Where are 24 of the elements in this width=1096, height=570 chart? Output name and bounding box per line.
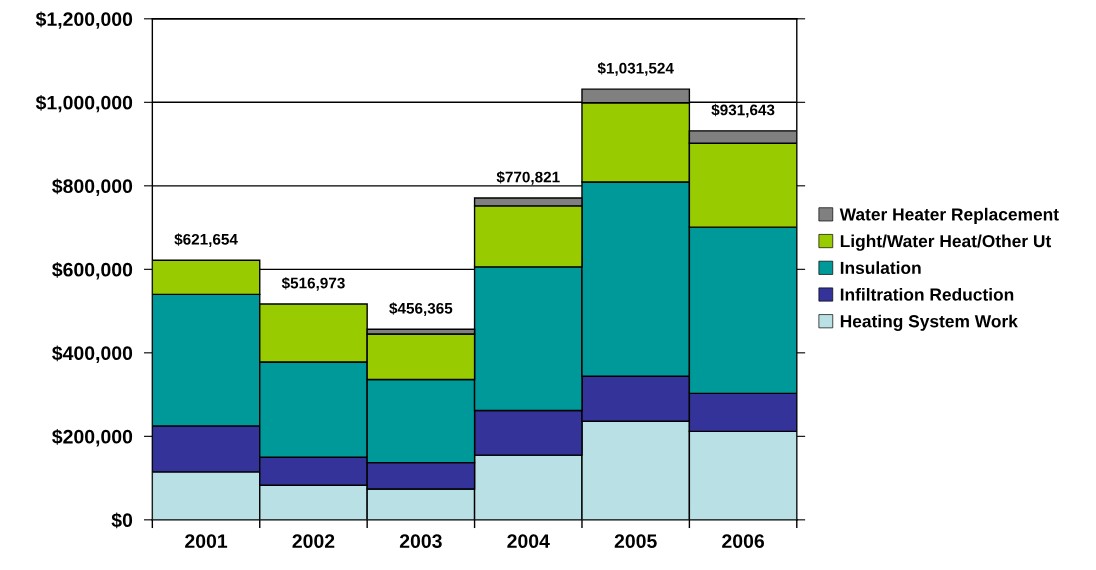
- legend-label: Infiltration Reduction: [840, 287, 1014, 301]
- y-tick-label: $400,000: [52, 345, 133, 363]
- y-tick-label: $1,200,000: [35, 11, 133, 29]
- x-tick-label: 2004: [507, 534, 550, 549]
- y-tick-label: $800,000: [52, 178, 133, 196]
- x-tick-label: 2006: [722, 534, 765, 549]
- legend-label: Insulation: [840, 261, 921, 275]
- y-tick-label: $600,000: [52, 261, 133, 280]
- legend-label: Water Heater Replacement: [839, 207, 1059, 224]
- x-tick-label: 2002: [292, 534, 335, 549]
- legend-label: Light/Water Heat/Other Ut: [840, 234, 1052, 251]
- legend-label: Heating System Work: [840, 314, 1018, 331]
- total-label: $1,031,524: [597, 62, 674, 76]
- total-label: $770,821: [496, 170, 560, 185]
- total-label: $516,973: [281, 276, 345, 291]
- x-tick-label: 2001: [185, 534, 228, 549]
- y-tick-label: $1,000,000: [35, 94, 133, 113]
- x-tick-label: 2005: [614, 534, 657, 549]
- total-label: $621,654: [174, 233, 238, 247]
- y-tick-label: $200,000: [52, 428, 133, 447]
- y-tick-label: $0: [111, 512, 133, 529]
- total-label: $931,643: [711, 103, 775, 118]
- x-tick-label: 2003: [399, 534, 442, 549]
- total-label: $456,365: [389, 302, 453, 316]
